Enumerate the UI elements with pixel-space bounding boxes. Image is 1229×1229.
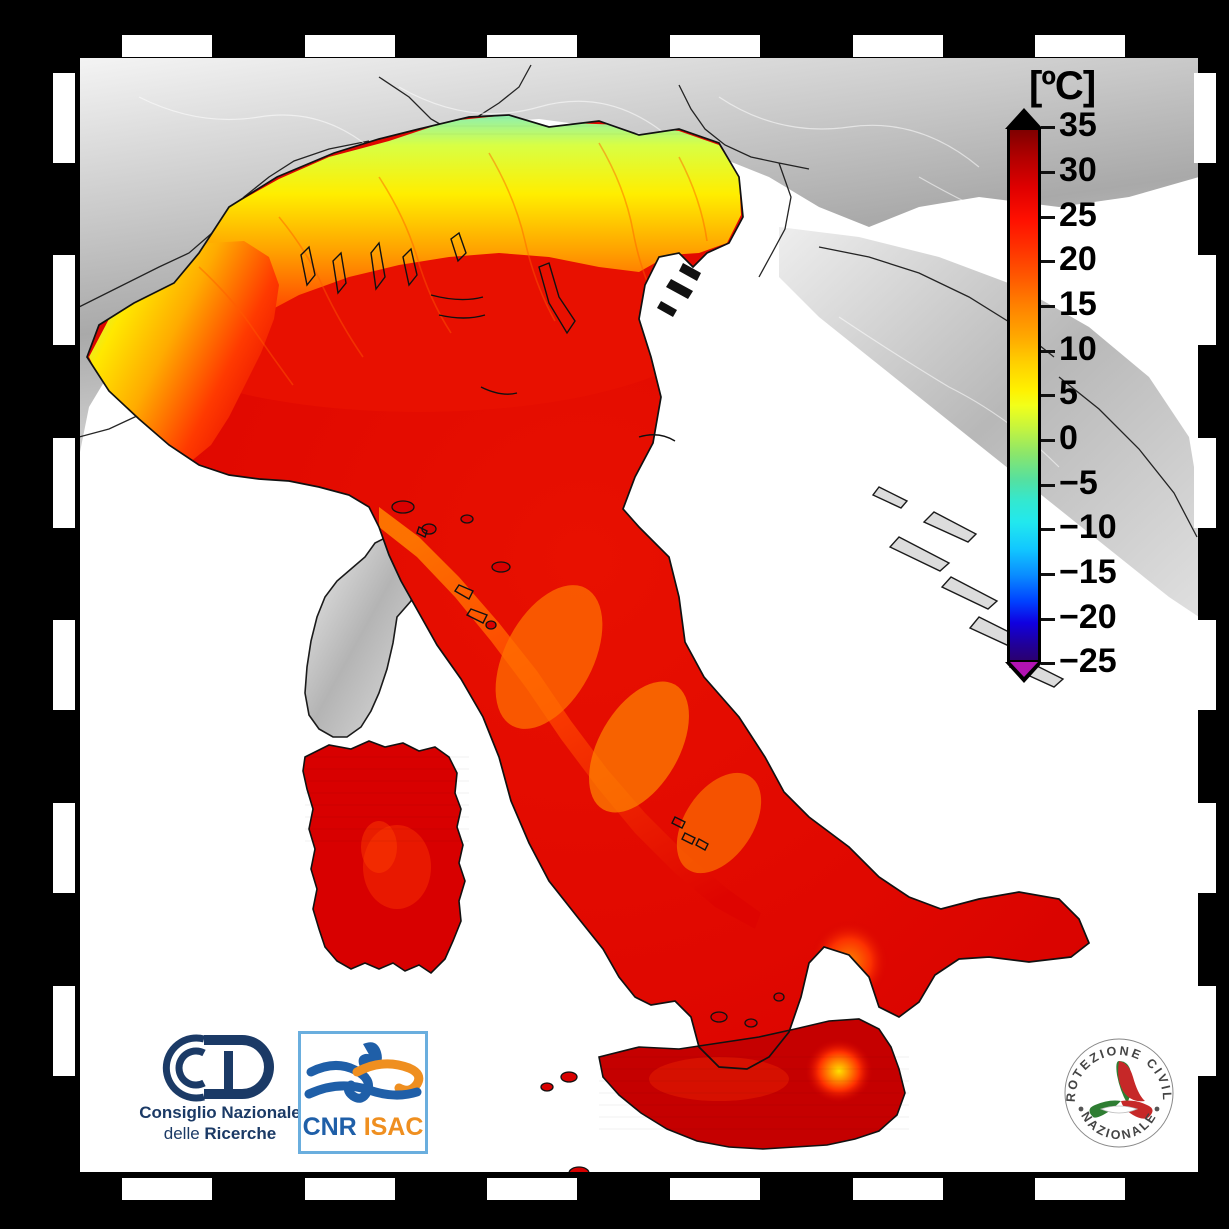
colorbar-label-m25: −25: [1059, 642, 1117, 680]
colorbar-label-35: 35: [1059, 106, 1097, 144]
protezione-civile-icon: PROTEZIONE CIVILE NAZIONALE: [1052, 1020, 1174, 1148]
colorbar-label-10: 10: [1059, 330, 1097, 368]
colorbar-tick-35: [1041, 126, 1055, 129]
colorbar-tick-m15: [1041, 573, 1055, 576]
svg-text:NAZIONALE: NAZIONALE: [1078, 1109, 1160, 1142]
isac-label-isac: ISAC: [363, 1113, 424, 1141]
frame-tick-top-2: [305, 35, 395, 57]
colorbar-title: [ºC]: [1029, 64, 1096, 108]
frame-tick-left-4: [53, 620, 75, 710]
frame-tick-top-3: [487, 35, 577, 57]
cnr-label-ricerche: Ricerche: [204, 1124, 277, 1143]
protezione-civile-logo: PROTEZIONE CIVILE NAZIONALE: [1052, 1020, 1180, 1154]
colorbar-label-m5: −5: [1059, 464, 1098, 502]
frame-tick-bottom-1: [122, 1178, 212, 1200]
cnr-mark-icon: [162, 1034, 274, 1102]
colorbar-tick-30: [1041, 171, 1055, 174]
colorbar-under-arrow-fill: [1010, 662, 1038, 677]
frame-tick-left-1: [53, 73, 75, 163]
frame-tick-right-2: [1194, 255, 1216, 345]
colorbar-tick-20: [1041, 260, 1055, 263]
pc-label-top: PROTEZIONE CIVILE: [1052, 1020, 1172, 1102]
colorbar-label-30: 30: [1059, 151, 1097, 189]
colorbar-tick-m10: [1041, 528, 1055, 531]
frame-tick-left-5: [53, 803, 75, 893]
colorbar-label-m10: −10: [1059, 508, 1117, 546]
colorbar-tick-m25: [1041, 662, 1055, 665]
colorbar-label-5: 5: [1059, 374, 1078, 412]
colorbar-label-20: 20: [1059, 240, 1097, 278]
colorbar-tick-10: [1041, 350, 1055, 353]
colorbar-tick-m5: [1041, 484, 1055, 487]
colorbar-tick-25: [1041, 216, 1055, 219]
frame-tick-left-3: [53, 438, 75, 528]
frame-tick-right-5: [1194, 803, 1216, 893]
frame-tick-bottom-3: [487, 1178, 577, 1200]
frame-tick-right-1: [1194, 73, 1216, 163]
frame-tick-left-2: [53, 255, 75, 345]
isac-logo: CNR ISAC: [298, 1031, 428, 1154]
frame-tick-top-6: [1035, 35, 1125, 57]
colorbar-label-15: 15: [1059, 285, 1097, 323]
isac-label-cnr: CNR: [302, 1113, 357, 1141]
colorbar-over-arrow: [1005, 108, 1043, 129]
isac-wave-icon: [304, 1042, 424, 1103]
frame-tick-right-3: [1194, 438, 1216, 528]
svg-text:PROTEZIONE CIVILE: PROTEZIONE CIVILE: [1057, 1031, 1174, 1102]
sardinia: [302, 740, 469, 975]
colorbar-tick-0: [1041, 439, 1055, 442]
frame-tick-left-6: [53, 986, 75, 1076]
inland-features: [300, 231, 709, 851]
frame-tick-right-6: [1194, 986, 1216, 1076]
pc-label-bottom: NAZIONALE: [1078, 1109, 1157, 1142]
colorbar-label-m20: −20: [1059, 598, 1117, 636]
colorbar-label-25: 25: [1059, 196, 1097, 234]
frame-tick-right-4: [1194, 620, 1216, 710]
colorbar-label-0: 0: [1059, 419, 1078, 457]
colorbar-label-m15: −15: [1059, 553, 1117, 591]
frame-tick-top-5: [853, 35, 943, 57]
frame-tick-bottom-6: [1035, 1178, 1125, 1200]
small-islands: [391, 500, 785, 1173]
lagoon-detail: [657, 263, 701, 317]
cnr-label-line2: delle Ricerche: [90, 1124, 350, 1144]
colorbar[interactable]: 35 30 25 20 15 10 5 0 −5 −10 −15 −20 −25: [1001, 108, 1117, 683]
colorbar-tick-15: [1041, 305, 1055, 308]
colorbar-tick-5: [1041, 394, 1055, 397]
frame-tick-top-4: [670, 35, 760, 57]
colorbar-tick-m20: [1041, 618, 1055, 621]
cnr-label-line1: Consiglio Nazionale: [139, 1103, 301, 1122]
cnr-logo: Consiglio Nazionale delle Ricerche: [139, 1031, 301, 1143]
sicily: [598, 1018, 909, 1150]
frame-tick-bottom-2: [305, 1178, 395, 1200]
frame-tick-top-1: [122, 35, 212, 57]
isac-label: CNR ISAC: [301, 1113, 425, 1142]
frame-tick-bottom-5: [853, 1178, 943, 1200]
frame-tick-bottom-4: [670, 1178, 760, 1200]
italy-coastline: [86, 114, 1091, 1070]
cnr-label-delle: delle: [163, 1124, 205, 1143]
colorbar-gradient: [1007, 127, 1041, 663]
